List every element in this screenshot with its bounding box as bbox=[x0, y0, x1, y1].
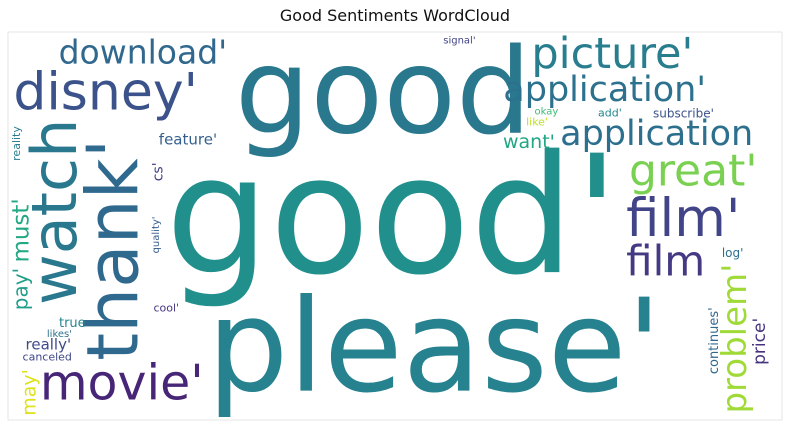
cloud-word: picture' bbox=[531, 29, 693, 79]
cloud-word: please' bbox=[207, 273, 662, 422]
cloud-word: good' bbox=[165, 120, 619, 311]
cloud-word: subscribe' bbox=[653, 106, 714, 120]
cloud-word: want' bbox=[503, 131, 555, 153]
cloud-word: film' bbox=[626, 188, 740, 249]
cloud-word: canceled bbox=[23, 350, 72, 363]
cloud-word: feature' bbox=[159, 131, 217, 149]
cloud-word: download' bbox=[59, 32, 228, 71]
words-layer: good'please' good thank' application' disney… bbox=[8, 23, 770, 421]
cloud-word: like' bbox=[526, 115, 548, 128]
cloud-word: quality' bbox=[151, 216, 162, 253]
cloud-word: add' bbox=[598, 107, 622, 120]
chart-title: Good Sentiments WordCloud bbox=[279, 6, 511, 25]
cloud-word: okay bbox=[534, 106, 558, 117]
cloud-word: likes' bbox=[47, 329, 72, 340]
cloud-word: pay' bbox=[8, 268, 32, 310]
cloud-word: movie' bbox=[40, 355, 204, 412]
cloud-word: application' bbox=[503, 70, 706, 110]
cloud-word: problem' bbox=[715, 263, 755, 413]
cloud-word: true bbox=[59, 316, 86, 331]
cloud-word: may' bbox=[19, 369, 41, 416]
cloud-frame bbox=[7, 31, 783, 421]
cloud-word: cool' bbox=[153, 302, 179, 315]
cloud-word: really' bbox=[26, 336, 72, 354]
cloud-word: disney' bbox=[13, 62, 198, 122]
cloud-word: price' bbox=[750, 318, 770, 365]
cloud-word: film bbox=[626, 237, 705, 286]
cloud-word: good bbox=[235, 23, 532, 161]
cloud-word: application bbox=[560, 114, 753, 154]
cloud-word: log' bbox=[722, 246, 744, 260]
cloud-word: continues' bbox=[707, 307, 722, 374]
cloud-word: great' bbox=[629, 146, 757, 197]
cloud-word: thank' bbox=[71, 139, 154, 361]
cloud-word: signal' bbox=[443, 35, 475, 46]
cloud-word: reality bbox=[10, 126, 23, 161]
cloud-word: cs' bbox=[151, 162, 167, 181]
cloud-word: must' bbox=[8, 198, 34, 262]
cloud-word: watch bbox=[18, 119, 91, 305]
